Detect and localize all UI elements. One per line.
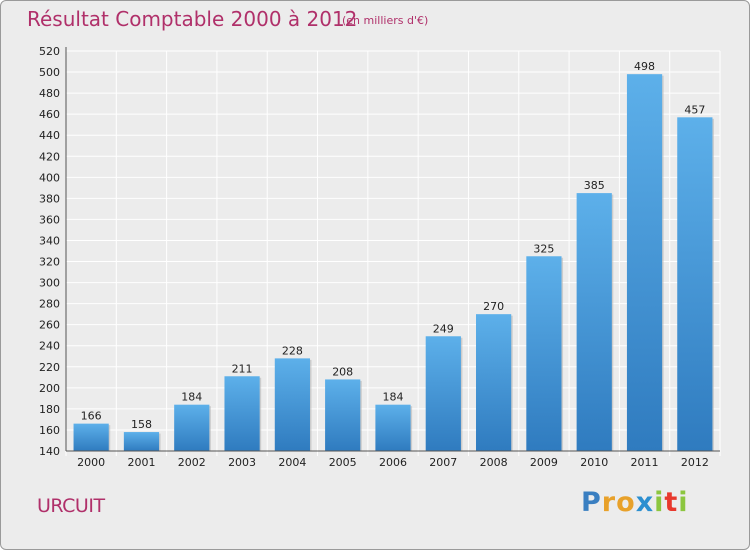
bar-2000 (73, 423, 109, 451)
x-tick-label-2000: 2000 (77, 456, 105, 469)
x-tick-label-2002: 2002 (178, 456, 206, 469)
logo-letter: P (581, 487, 602, 518)
x-tick-label-2003: 2003 (228, 456, 256, 469)
y-tick-label: 400 (39, 171, 60, 184)
data-label-2005: 208 (332, 365, 353, 378)
y-tick-label: 140 (39, 445, 60, 458)
x-tick-label-2005: 2005 (329, 456, 357, 469)
bar-2003 (224, 376, 260, 451)
data-label-2007: 249 (433, 322, 454, 335)
logo-letter: o (616, 487, 636, 518)
data-label-2003: 211 (232, 362, 253, 375)
x-tick-label-2004: 2004 (278, 456, 306, 469)
x-tick-label-2008: 2008 (480, 456, 508, 469)
y-tick-label: 200 (39, 382, 60, 395)
y-tick-label: 320 (39, 256, 60, 269)
y-tick-label: 460 (39, 108, 60, 121)
chart-title: Résultat Comptable 2000 à 2012 (27, 7, 358, 31)
y-tick-label: 240 (39, 340, 60, 353)
bar-2008 (476, 314, 512, 451)
data-label-2002: 184 (181, 391, 202, 404)
commune-name: URCUIT (37, 495, 105, 517)
bar-2007 (425, 336, 461, 451)
x-tick-label-2012: 2012 (681, 456, 709, 469)
data-label-2001: 158 (131, 418, 152, 431)
y-tick-label: 340 (39, 234, 60, 247)
bar-2001 (123, 432, 160, 451)
data-label-2011: 498 (634, 60, 655, 73)
proxiti-logo: Proxiti (581, 487, 689, 518)
y-tick-label: 440 (39, 129, 60, 142)
bar-2006 (375, 404, 411, 451)
bar-2012 (677, 117, 713, 451)
y-tick-label: 380 (39, 192, 60, 205)
logo-letter: i (678, 487, 689, 518)
data-label-2009: 325 (533, 242, 554, 255)
bar-2005 (325, 379, 361, 451)
x-tick-label-2007: 2007 (429, 456, 457, 469)
x-tick-label-2001: 2001 (127, 456, 155, 469)
bar-2011 (626, 74, 663, 451)
x-tick-label-2006: 2006 (379, 456, 407, 469)
logo-letter: x (635, 487, 655, 518)
y-tick-label: 480 (39, 87, 60, 100)
y-tick-label: 300 (39, 277, 60, 290)
bar-2009 (526, 256, 562, 451)
y-tick-label: 520 (39, 45, 60, 58)
bar-2004 (274, 358, 310, 451)
x-tick-label-2009: 2009 (530, 456, 558, 469)
logo-letter: i (654, 487, 665, 518)
data-label-2008: 270 (483, 300, 504, 313)
bar-2002 (174, 404, 210, 451)
logo-letter: r (601, 487, 617, 518)
logo-letter: t (664, 487, 679, 518)
bar-2010 (576, 193, 612, 451)
y-tick-label: 260 (39, 319, 60, 332)
y-tick-label: 280 (39, 298, 60, 311)
data-label-2006: 184 (383, 391, 404, 404)
y-tick-label: 360 (39, 213, 60, 226)
data-label-2004: 228 (282, 344, 303, 357)
data-label-2010: 385 (584, 179, 605, 192)
chart-subtitle: (en milliers d'€) (342, 14, 429, 27)
y-tick-label: 420 (39, 150, 60, 163)
data-label-2000: 166 (81, 410, 102, 423)
x-tick-label-2010: 2010 (580, 456, 608, 469)
x-tick-label-2011: 2011 (631, 456, 659, 469)
y-tick-label: 220 (39, 361, 60, 374)
data-label-2012: 457 (684, 103, 705, 116)
y-tick-label: 180 (39, 403, 60, 416)
y-tick-label: 500 (39, 66, 60, 79)
y-tick-label: 160 (39, 424, 60, 437)
